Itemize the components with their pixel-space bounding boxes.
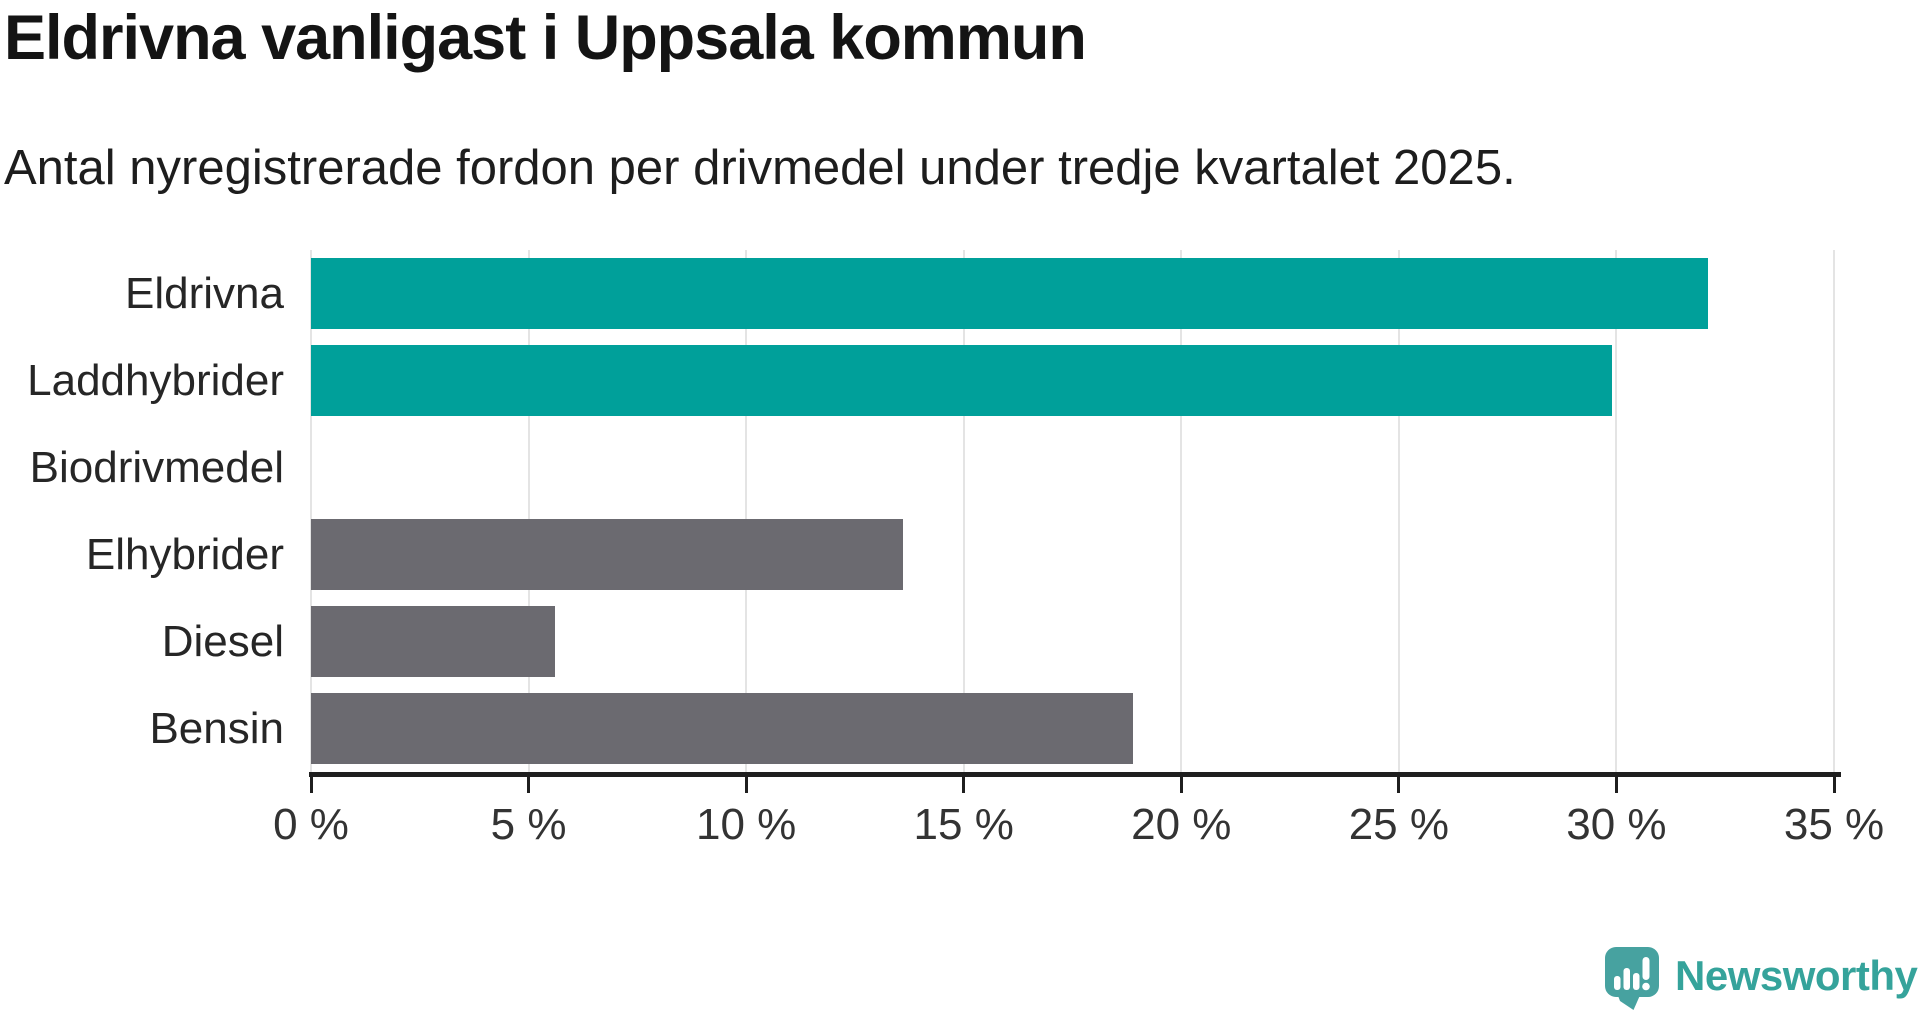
x-axis-tick (1832, 774, 1836, 793)
x-axis: 0 % 5 % 10 % 15 % 20 % 25 % 30 % 35 % (0, 772, 1920, 892)
x-axis-tick (1614, 774, 1618, 793)
gridline (962, 250, 965, 772)
gridline (1615, 250, 1618, 772)
x-axis-tick (1397, 774, 1401, 793)
y-axis-label: Eldrivna (125, 269, 284, 318)
x-axis-tick (1179, 774, 1183, 793)
y-axis-label: Biodrivmedel (29, 443, 284, 492)
chart-subtitle: Antal nyregistrerade fordon per drivmede… (4, 141, 1516, 195)
x-axis-tick-label: 20 % (1131, 800, 1232, 849)
newsworthy-logo-text: Newsworthy (1675, 952, 1918, 999)
x-axis-tick-label: 5 % (490, 800, 567, 849)
y-axis-label: Elhybrider (85, 530, 284, 579)
y-axis-label: Diesel (161, 617, 284, 666)
gridline (1397, 250, 1400, 772)
x-axis-tick (309, 774, 313, 793)
x-axis-tick (962, 774, 966, 793)
gridline (527, 250, 530, 772)
x-axis-tick-label: 30 % (1566, 800, 1667, 849)
newsworthy-logo: Newsworthy (1604, 946, 1918, 1010)
x-axis-tick-label: 35 % (1783, 800, 1885, 849)
gridline (745, 250, 748, 772)
y-axis-label: Laddhybrider (27, 356, 284, 405)
x-axis-tick-label: 15 % (913, 800, 1014, 849)
x-axis-line (309, 772, 1841, 777)
x-axis-tick (744, 774, 748, 793)
x-axis-tick (527, 774, 531, 793)
gridline (1833, 250, 1835, 772)
gridline (1180, 250, 1183, 772)
bar (311, 519, 903, 590)
y-axis-label: Bensin (149, 704, 284, 753)
gridline (310, 250, 312, 772)
x-axis-tick-label: 10 % (695, 800, 797, 849)
bar (311, 606, 555, 677)
newsworthy-logo-icon (1605, 947, 1659, 1010)
bar (311, 258, 1708, 329)
x-axis-tick-label: 25 % (1348, 800, 1449, 849)
chart-title: Eldrivna vanligast i Uppsala kommun (4, 3, 1087, 73)
x-axis-tick-label: 0 % (273, 800, 349, 849)
bar (311, 693, 1134, 764)
plot-area: Eldrivna Laddhybrider Biodrivmedel Elhybrid… (0, 250, 1920, 772)
bar (311, 345, 1613, 416)
